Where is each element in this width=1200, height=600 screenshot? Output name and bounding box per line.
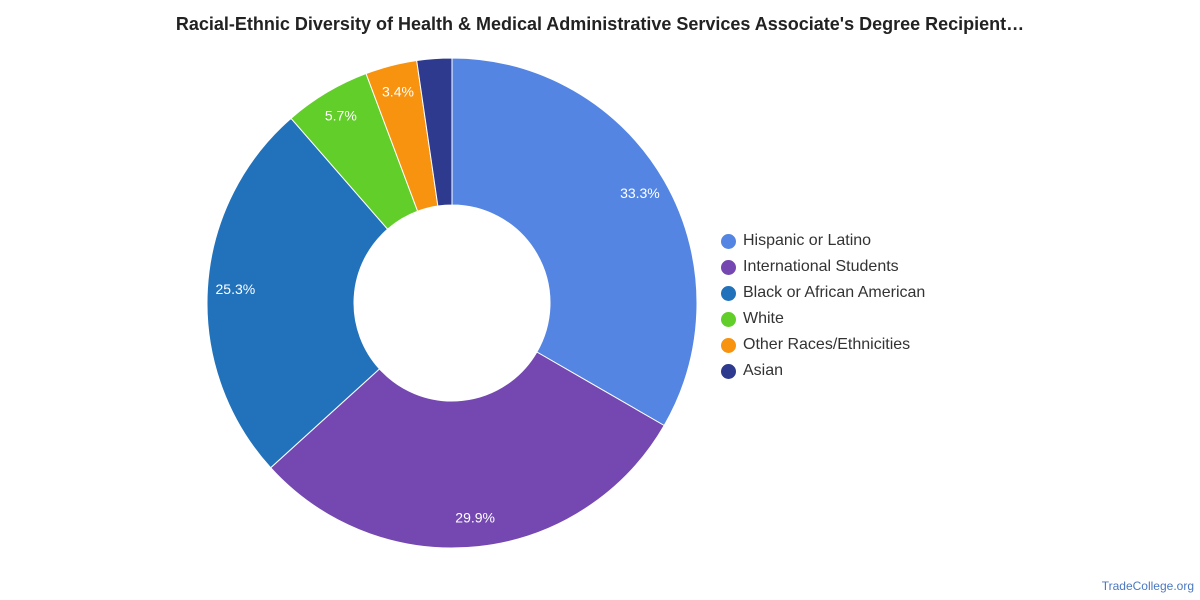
watermark-link[interactable]: TradeCollege.org <box>1101 579 1194 593</box>
legend-item[interactable]: Black or African American <box>721 280 925 306</box>
slice-hispanic-or-latino[interactable] <box>451 57 698 427</box>
legend-item[interactable]: White <box>721 306 925 332</box>
legend-swatch <box>721 363 736 379</box>
legend-item[interactable]: Asian <box>721 358 925 384</box>
data-label: 29.9% <box>455 509 495 525</box>
chart-legend: Hispanic or Latino International Students… <box>721 228 925 384</box>
legend-label: Black or African American <box>743 284 926 301</box>
legend-label: White <box>743 310 784 327</box>
legend-label: Other Races/Ethnicities <box>743 336 911 353</box>
slice-international-students[interactable] <box>269 351 665 549</box>
data-label: 33.3% <box>620 185 660 201</box>
data-label: 3.4% <box>382 84 414 100</box>
chart-title: Racial-Ethnic Diversity of Health & Medi… <box>175 14 1025 34</box>
legend-item[interactable]: International Students <box>721 254 925 280</box>
data-label: 25.3% <box>216 281 256 297</box>
legend-swatch <box>721 337 736 353</box>
legend-swatch <box>721 285 736 301</box>
legend-label: International Students <box>743 258 899 275</box>
legend-label: Hispanic or Latino <box>743 232 872 249</box>
data-label: 5.7% <box>325 107 357 123</box>
legend-label: Asian <box>743 362 784 379</box>
legend-swatch <box>721 233 736 249</box>
legend-swatch <box>721 259 736 275</box>
legend-swatch <box>721 311 736 327</box>
slice-asian[interactable] <box>416 57 453 207</box>
legend-item[interactable]: Hispanic or Latino <box>721 228 925 254</box>
legend-item[interactable]: Other Races/Ethnicities <box>721 332 925 358</box>
slice-black-or-african-american[interactable] <box>206 117 389 469</box>
